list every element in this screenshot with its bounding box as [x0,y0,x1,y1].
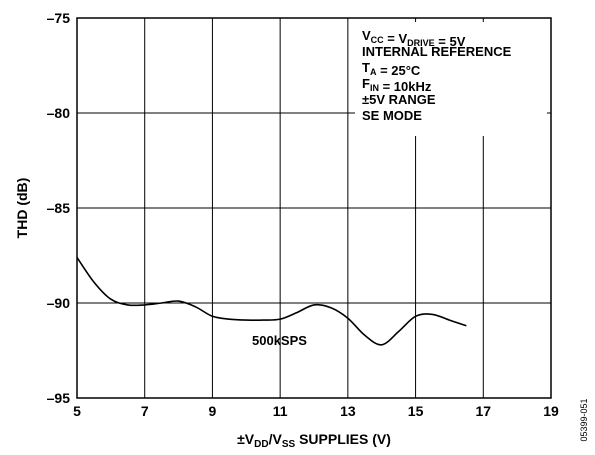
series-line-0 [76,256,467,346]
y-tick-label: –75 [47,10,71,26]
x-tick-label: 19 [543,403,559,419]
y-tick-label: –90 [47,295,71,311]
y-tick-label: –80 [47,105,71,121]
x-tick-label: 15 [408,403,424,419]
annotation-line: SE MODE [362,108,422,123]
series-label: 500kSPS [252,333,307,348]
x-tick-label: 17 [475,403,491,419]
x-tick-labels: 5 7 9 11 13 15 17 19 [73,403,559,419]
annotation-background [355,22,547,136]
annotation-line: ±5V RANGE [362,92,436,107]
x-axis-label: ±VDD/VSS SUPPLIES (V) [237,431,391,450]
x-tick-label: 9 [209,403,217,419]
plot-frame [76,17,552,399]
data-series [76,256,467,346]
y-tick-labels: –75 –80 –85 –90 –95 [47,10,71,406]
x-tick-label: 7 [141,403,149,419]
figure-code: 05399-051 [579,398,589,441]
annotation-line: VCC = VDRIVE = 5V [362,28,466,49]
x-tick-label: 13 [340,403,356,419]
annotation-line: TA = 25°C [362,60,421,78]
y-tick-label: –85 [47,200,71,216]
annotation-line: FIN = 10kHz [362,76,432,94]
annotation-line: INTERNAL REFERENCE [362,44,512,59]
x-tick-label: 11 [273,403,288,419]
y-tick-label: –95 [47,390,71,406]
y-axis-label: THD (dB) [14,178,30,239]
x-tick-label: 5 [73,403,81,419]
